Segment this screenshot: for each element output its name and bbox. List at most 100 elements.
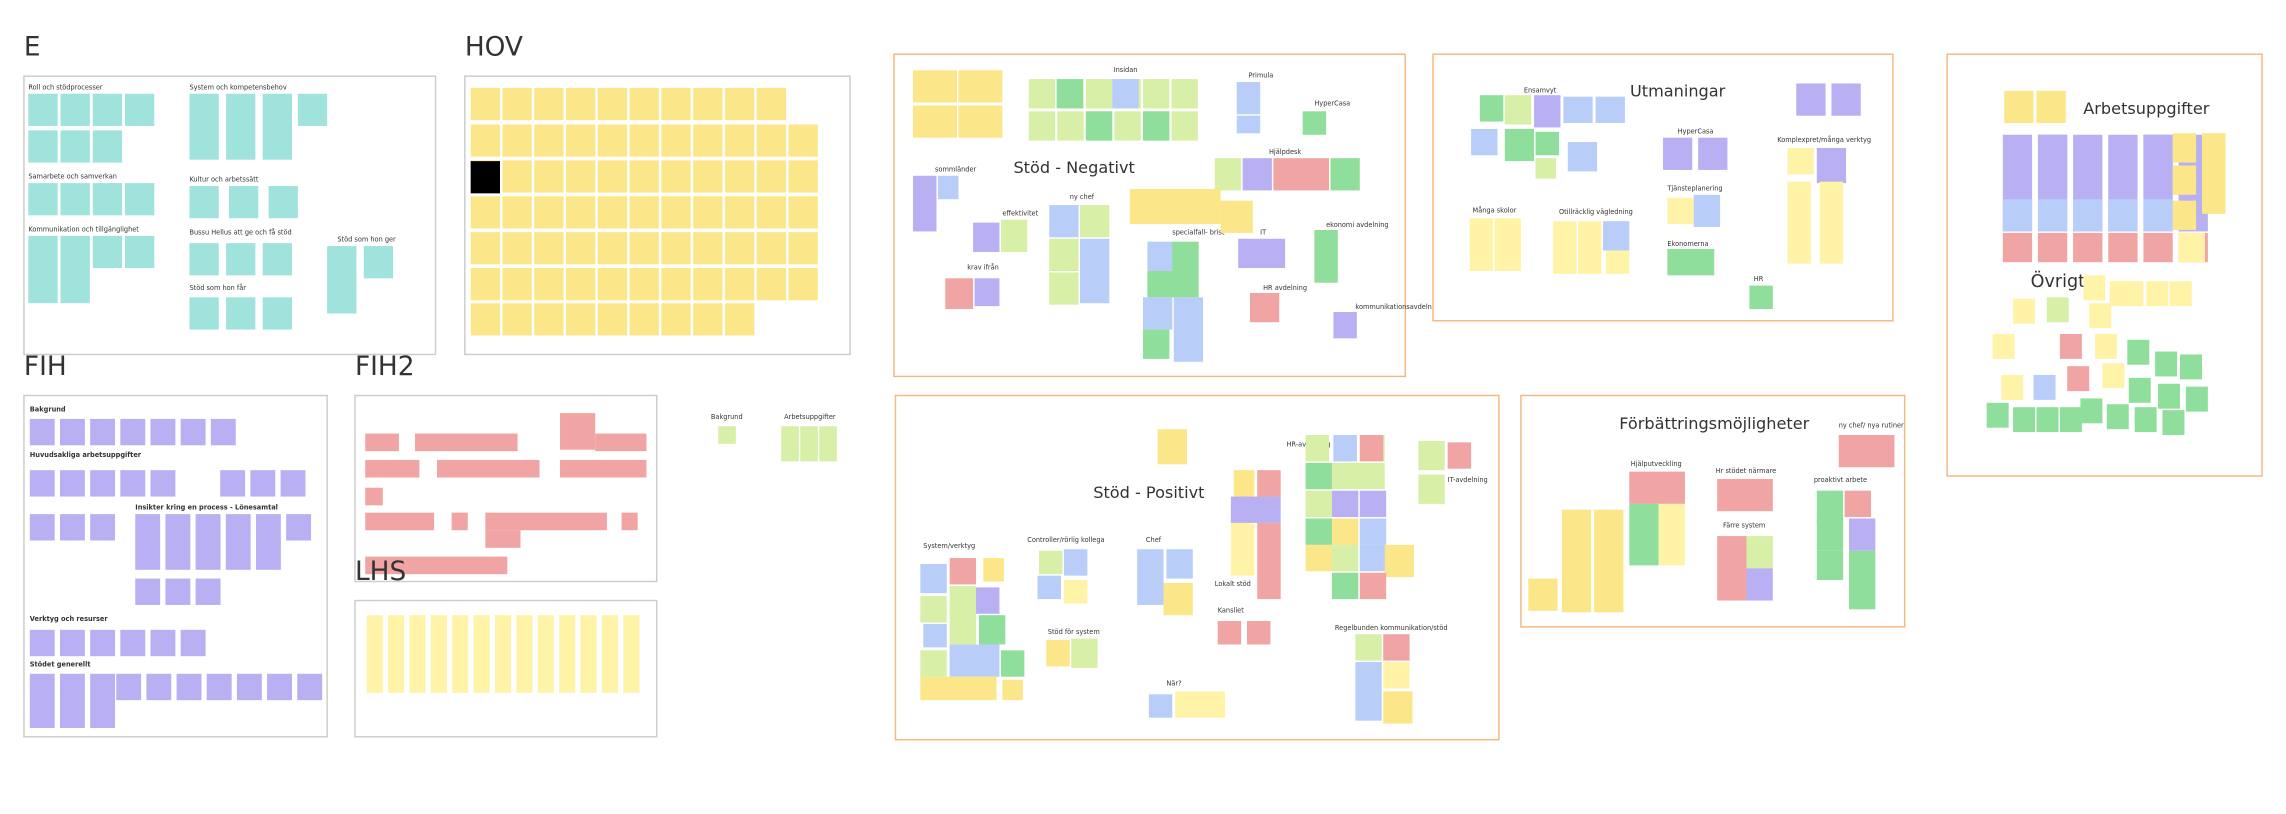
sticky-note[interactable] (1717, 478, 1773, 512)
sticky-note[interactable] (2073, 232, 2103, 263)
sticky-note[interactable] (92, 235, 123, 269)
sticky-note[interactable] (1171, 79, 1198, 109)
sticky-note[interactable] (1698, 137, 1728, 170)
sticky-note[interactable] (150, 470, 176, 497)
sticky-note[interactable] (1233, 470, 1255, 497)
sticky-note[interactable] (1816, 518, 1844, 551)
sticky-note[interactable] (661, 124, 691, 157)
sticky-note[interactable] (1056, 79, 1083, 109)
sticky-note[interactable] (29, 418, 55, 446)
sticky-note[interactable] (1166, 549, 1193, 579)
sticky-note[interactable] (1749, 285, 1773, 310)
sticky-note[interactable] (262, 93, 292, 160)
sticky-note[interactable] (180, 418, 206, 446)
sticky-note[interactable] (1214, 158, 1242, 191)
sticky-note[interactable] (1114, 111, 1141, 141)
sticky-note[interactable] (597, 232, 628, 265)
sticky-note[interactable] (1000, 219, 1028, 252)
sticky-note[interactable] (60, 93, 90, 126)
sticky-note[interactable] (629, 160, 659, 193)
sticky-note[interactable] (1331, 490, 1359, 518)
sticky-note[interactable] (451, 512, 468, 531)
sticky-note[interactable] (2143, 199, 2173, 232)
sticky-note[interactable] (1305, 490, 1332, 518)
sticky-note[interactable] (2002, 232, 2033, 263)
sticky-note[interactable] (165, 514, 191, 570)
sticky-note[interactable] (597, 87, 628, 121)
sticky-note[interactable] (537, 615, 554, 693)
sticky-note[interactable] (1384, 544, 1414, 578)
sticky-note[interactable] (29, 673, 55, 728)
sticky-note[interactable] (473, 615, 490, 693)
sticky-note[interactable] (595, 433, 647, 452)
sticky-note[interactable] (226, 93, 256, 160)
sticky-note[interactable] (693, 124, 723, 157)
sticky-note[interactable] (1249, 292, 1280, 323)
sticky-note[interactable] (1002, 679, 1023, 701)
sticky-note[interactable] (29, 629, 55, 657)
sticky-note[interactable] (502, 196, 532, 229)
sticky-note[interactable] (1849, 518, 1876, 551)
sticky-note[interactable] (920, 650, 947, 677)
sticky-note[interactable] (297, 93, 328, 126)
sticky-note[interactable] (724, 160, 755, 193)
sticky-note[interactable] (756, 196, 787, 229)
sticky-note[interactable] (1479, 95, 1504, 122)
sticky-note[interactable] (597, 196, 628, 229)
sticky-note[interactable] (195, 578, 221, 605)
sticky-note[interactable] (485, 512, 607, 531)
sticky-note[interactable] (693, 303, 723, 336)
sticky-note[interactable] (566, 303, 596, 336)
sticky-note[interactable] (1494, 218, 1521, 271)
sticky-note[interactable] (629, 232, 659, 265)
sticky-note[interactable] (365, 512, 435, 531)
sticky-note[interactable] (788, 232, 818, 265)
sticky-note[interactable] (1359, 544, 1387, 572)
sticky-note[interactable] (913, 105, 957, 138)
sticky-note[interactable] (267, 673, 292, 701)
sticky-note[interactable] (59, 673, 85, 728)
sticky-note[interactable] (580, 615, 597, 693)
sticky-note[interactable] (661, 303, 691, 336)
sticky-note[interactable] (189, 297, 219, 330)
sticky-note[interactable] (59, 470, 85, 497)
sticky-note[interactable] (920, 676, 997, 701)
sticky-note[interactable] (1594, 509, 1624, 613)
sticky-note[interactable] (415, 433, 518, 452)
sticky-note[interactable] (629, 124, 659, 157)
sticky-note[interactable] (1049, 272, 1079, 305)
sticky-note[interactable] (1383, 691, 1413, 724)
sticky-note[interactable] (949, 585, 977, 645)
sticky-note[interactable] (236, 673, 262, 701)
sticky-note[interactable] (534, 160, 564, 193)
sticky-note[interactable] (135, 578, 161, 605)
sticky-note[interactable] (756, 160, 787, 193)
sticky-note[interactable] (1534, 95, 1561, 128)
sticky-note[interactable] (1046, 640, 1070, 667)
sticky-note[interactable] (629, 268, 659, 301)
sticky-note[interactable] (2073, 199, 2103, 232)
sticky-note[interactable] (1528, 578, 1558, 611)
sticky-note[interactable] (920, 563, 947, 594)
sticky-note[interactable] (365, 556, 508, 575)
sticky-note[interactable] (165, 578, 191, 605)
sticky-note[interactable] (1595, 96, 1625, 124)
sticky-note[interactable] (220, 470, 246, 497)
sticky-note[interactable] (1469, 218, 1494, 271)
sticky-note[interactable] (629, 196, 659, 229)
sticky-note[interactable] (2178, 232, 2205, 263)
sticky-note[interactable] (189, 243, 219, 276)
sticky-note[interactable] (2143, 232, 2173, 263)
sticky-note[interactable] (2033, 374, 2056, 400)
sticky-note[interactable] (436, 459, 540, 478)
sticky-note[interactable] (1816, 490, 1844, 523)
sticky-note[interactable] (661, 268, 691, 301)
sticky-note[interactable] (560, 459, 647, 478)
sticky-note[interactable] (1236, 115, 1261, 134)
sticky-note[interactable] (1629, 503, 1659, 566)
sticky-note[interactable] (1796, 83, 1826, 116)
sticky-note[interactable] (262, 243, 292, 276)
sticky-note[interactable] (1305, 435, 1330, 462)
sticky-note[interactable] (1049, 205, 1079, 238)
sticky-note[interactable] (1629, 471, 1685, 504)
